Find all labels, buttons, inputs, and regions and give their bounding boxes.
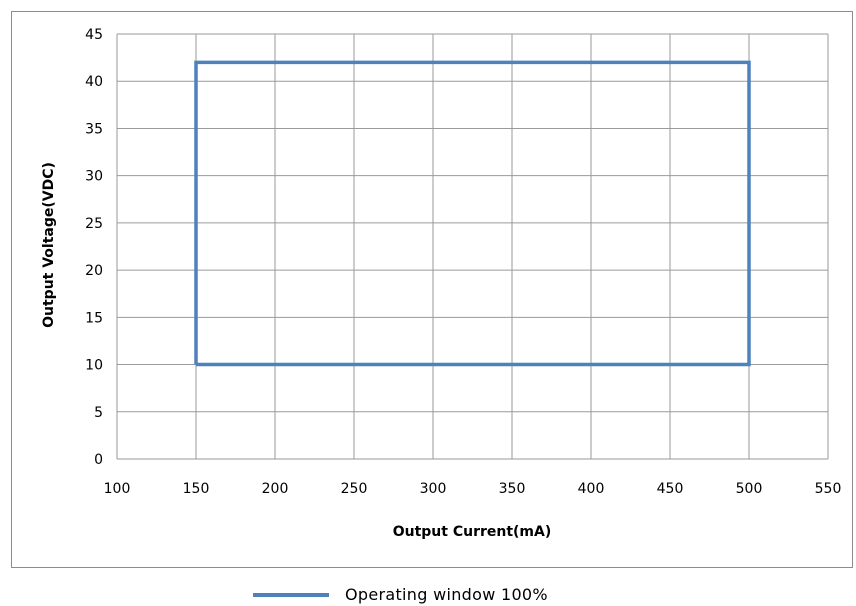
series-layer	[194, 60, 751, 367]
series-line-operating-window	[194, 60, 751, 367]
y-tick-label: 15	[85, 310, 103, 326]
x-tick-label: 450	[657, 481, 684, 497]
y-tick-label: 35	[85, 121, 103, 137]
y-tick-label: 0	[94, 452, 103, 468]
y-tick-label: 5	[94, 405, 103, 421]
x-tick-label: 550	[815, 481, 842, 497]
y-tick-label: 40	[85, 74, 103, 90]
y-tick-label: 25	[85, 216, 103, 232]
x-tick-label: 100	[104, 481, 131, 497]
x-tick-label: 500	[736, 481, 763, 497]
x-tick-label: 300	[420, 481, 447, 497]
y-tick-label: 30	[85, 169, 103, 185]
x-tick-label: 350	[499, 481, 526, 497]
y-tick-label: 45	[85, 27, 103, 43]
y-tick-label: 10	[85, 358, 103, 374]
x-tick-label: 200	[262, 481, 289, 497]
y-tick-label: 20	[85, 263, 103, 279]
chart-frame	[11, 11, 853, 568]
y-axis-title: Output Voltage(VDC)	[41, 162, 57, 328]
x-tick-label: 250	[341, 481, 368, 497]
legend-label: Operating window 100%	[345, 585, 548, 604]
tick-layer: 100 150 200 250 300 350 400 450 500 550 0 5 10 15 20 25…	[85, 27, 841, 497]
legend: Operating window 100%	[253, 585, 548, 604]
grid-layer	[116, 33, 829, 460]
x-axis-title: Output Current(mA)	[393, 524, 552, 540]
x-tick-label: 400	[578, 481, 605, 497]
x-tick-label: 150	[183, 481, 210, 497]
